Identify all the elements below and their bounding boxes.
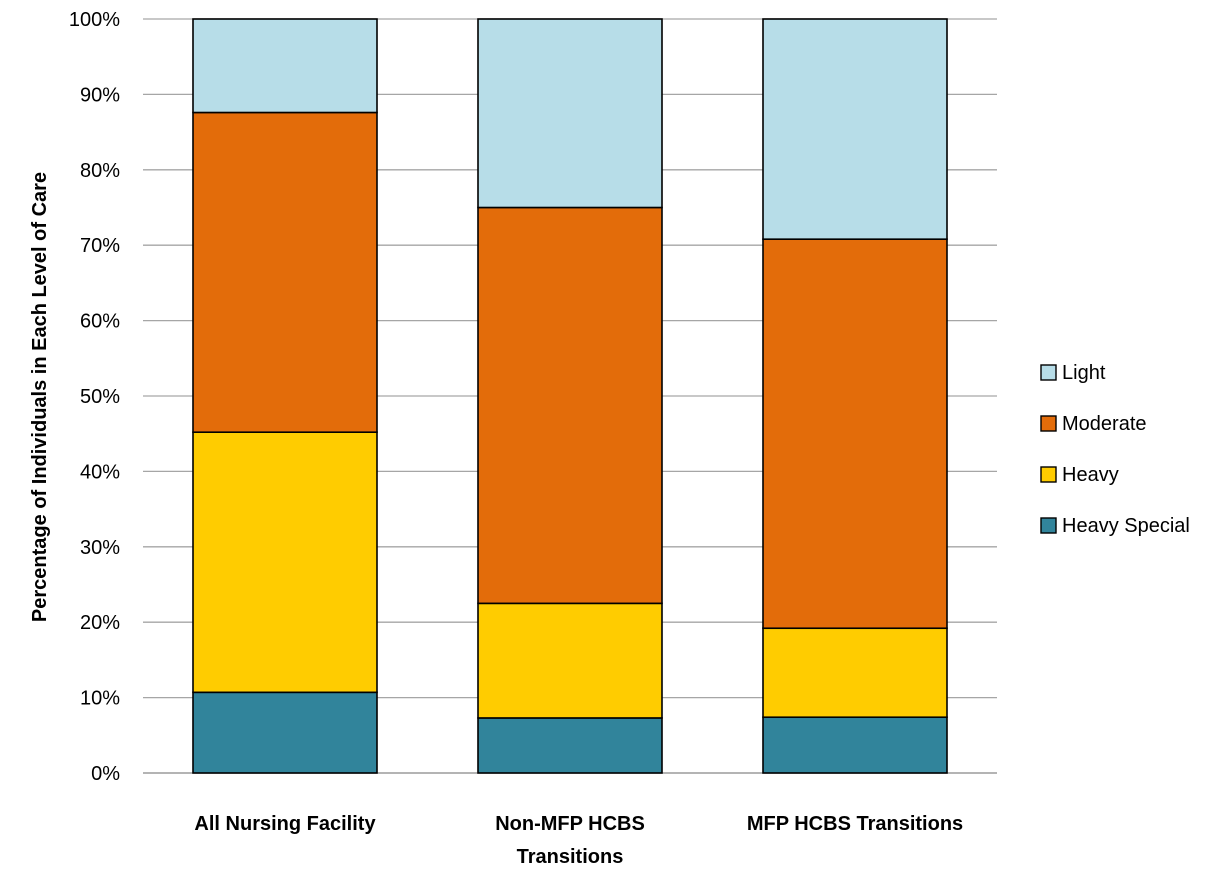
bar-segment-heavy [762, 627, 948, 719]
y-tick-label: 60% [80, 311, 120, 333]
y-tick-label: 100% [69, 9, 120, 31]
bar-segment-heavy-special [192, 691, 378, 774]
x-axis-categories: All Nursing Facility Non-MFP HCBS Transiti… [194, 813, 963, 868]
bar-segment-light [762, 18, 948, 240]
x-category-label: Non-MFP HCBS [495, 813, 645, 835]
x-category-label: All Nursing Facility [194, 813, 376, 835]
y-tick-label: 50% [80, 386, 120, 408]
bars [192, 18, 948, 774]
legend-swatch-heavy [1040, 466, 1057, 483]
y-axis-title: Percentage of Individuals in Each Level … [29, 172, 51, 622]
y-tick-label: 90% [80, 84, 120, 106]
legend-label: Moderate [1062, 413, 1147, 435]
bar-segment-light [192, 18, 378, 114]
legend-swatch-moderate [1040, 415, 1057, 432]
bar-segment-moderate [762, 238, 948, 630]
bar-segment-heavy-special [477, 717, 663, 774]
bar-segment-light [477, 18, 663, 209]
y-tick-label: 30% [80, 537, 120, 559]
legend-label: Heavy [1062, 464, 1119, 486]
bar-segment-moderate [477, 206, 663, 605]
y-axis-ticks: 0% 10% 20% 30% 40% 50% 60% 70% 80% 90% 100% [69, 9, 120, 785]
x-category-label: Transitions [517, 846, 624, 868]
bar-segment-moderate [192, 111, 378, 433]
y-tick-label: 10% [80, 688, 120, 710]
y-tick-label: 20% [80, 612, 120, 634]
bar-segment-heavy [477, 602, 663, 719]
legend: Light Moderate Heavy Heavy Special [1040, 362, 1190, 537]
legend-label: Heavy Special [1062, 515, 1190, 537]
legend-label: Light [1062, 362, 1106, 384]
bar-segment-heavy-special [762, 716, 948, 774]
y-tick-label: 0% [91, 763, 120, 785]
legend-swatch-light [1040, 364, 1057, 381]
bar-segment-heavy [192, 431, 378, 694]
x-category-label: MFP HCBS Transitions [747, 813, 963, 835]
y-tick-label: 70% [80, 235, 120, 257]
legend-swatch-heavy-special [1040, 517, 1057, 534]
y-tick-label: 40% [80, 461, 120, 483]
y-tick-label: 80% [80, 160, 120, 182]
